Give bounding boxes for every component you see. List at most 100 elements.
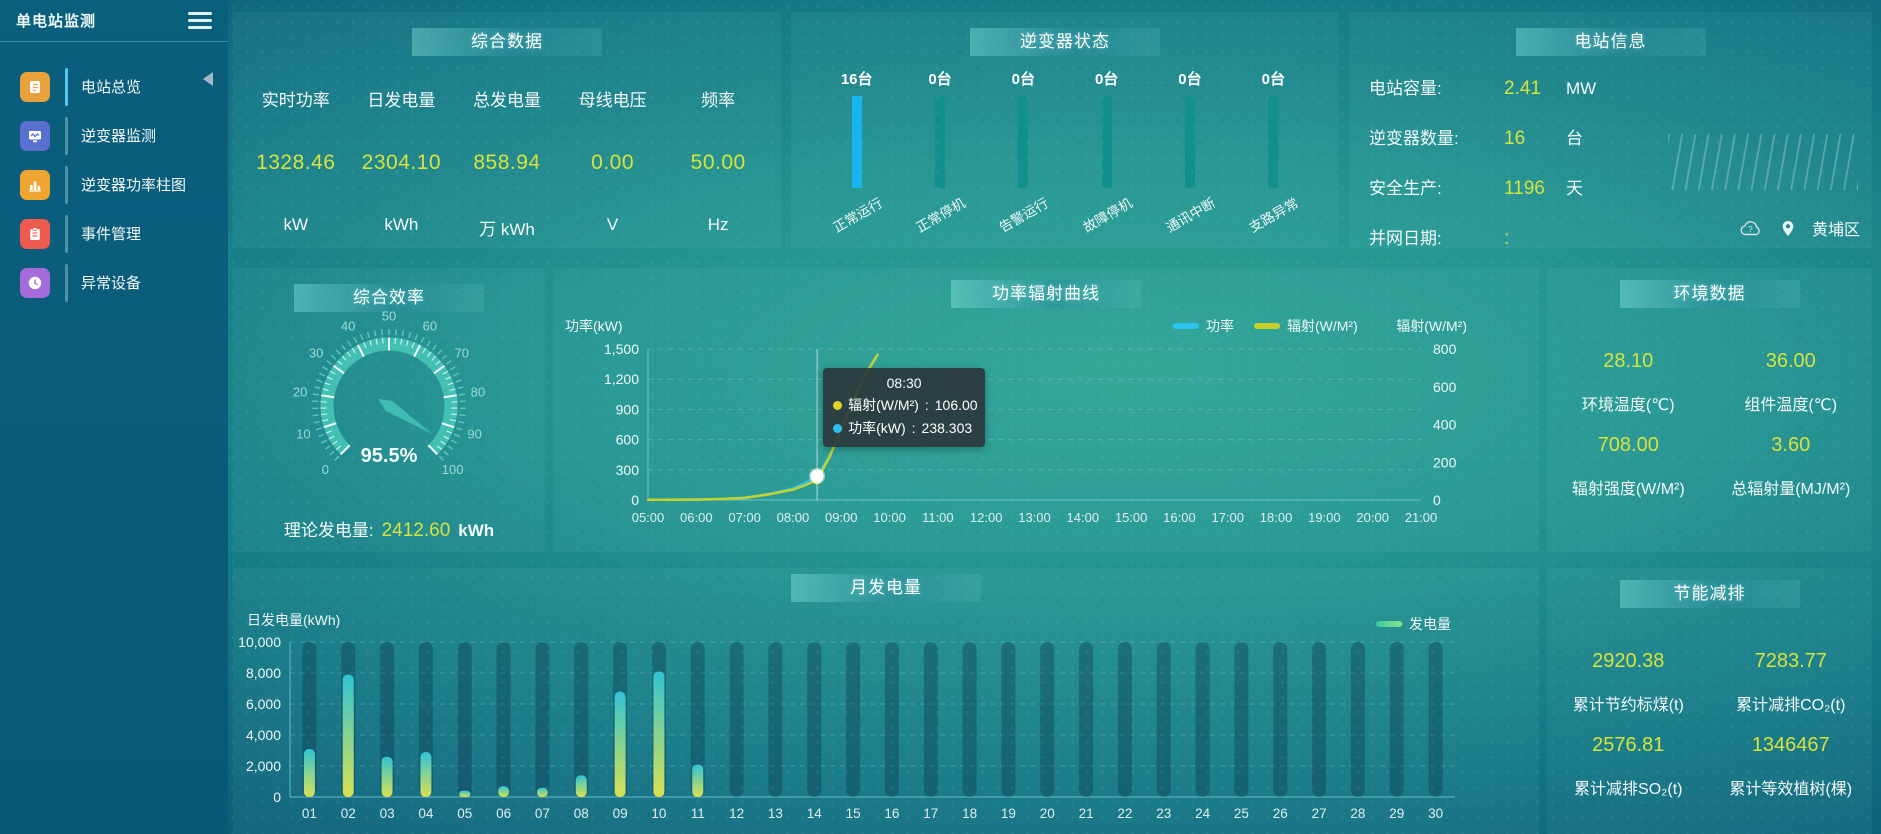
status-count: 0台 [928,71,952,88]
metric-label: 频率 [701,91,736,110]
sidebar-item-2[interactable]: 逆变器监测 [0,111,228,160]
status-count: 0台 [1178,71,1202,88]
stat-cell: 708.00 辐射强度(W/M²) [1547,412,1710,498]
tooltip-row: 功率(kW): 238.303 [833,418,975,438]
status-count: 16台 [840,71,873,88]
sidebar-item-1[interactable]: 电站总览 [0,62,228,111]
bar-chart-legend[interactable]: 发电量 [1376,614,1451,634]
gauge-value: 95.5% [361,445,418,467]
info-unit: 天 [1566,179,1583,198]
collapse-sidebar-arrow[interactable] [203,72,213,86]
sidebar-item-4[interactable]: 事件管理 [0,209,228,258]
svg-text:30: 30 [1428,806,1443,821]
inverter-status-panel: 逆变器状态 16台 正常运行 0台 正常停机 0台 告警运行 0台 故障停机 0台 通讯中断 0台支… [791,12,1339,248]
status-bar [1018,96,1029,188]
svg-text:70: 70 [455,346,469,361]
svg-text:100: 100 [442,462,464,477]
legend-item-radiation[interactable]: 辐射(W/M²) [1254,316,1358,336]
radiation-legend-swatch [1254,323,1280,329]
svg-text:28: 28 [1350,806,1365,821]
theoretical-generation-value: 2412.60 [381,520,451,541]
stat-label: 累计节约标煤(t) [1572,697,1684,714]
info-unit: MW [1566,79,1597,98]
sidebar-item-3[interactable]: 逆变器功率柱图 [0,160,228,209]
info-label: 逆变器数量: [1369,129,1459,148]
svg-text:50: 50 [382,309,396,324]
svg-text:200: 200 [1433,454,1457,470]
svg-text:27: 27 [1312,806,1327,821]
svg-text:19:00: 19:00 [1308,510,1341,525]
bar-axis-name: 日发电量(kWh) [247,612,341,628]
inverter-status-2: 0台正常停机 [898,68,981,235]
station-district: 黄埔区 [1811,222,1860,239]
inverter-status-1: 16台 正常运行 [815,68,898,235]
weather-icon[interactable]: ? [1738,218,1764,238]
stat-value: 3.60 [1771,434,1811,456]
svg-text:23: 23 [1156,806,1171,821]
svg-text:10,000: 10,000 [238,634,281,650]
svg-text:06:00: 06:00 [680,510,713,525]
inverter-status-6: 0台 支路异常 [1232,68,1315,235]
inverter-power-bar-icon [20,169,50,200]
inverter-status-3: 0台 告警运行 [982,68,1065,235]
theoretical-generation-unit: kWh [458,521,495,540]
status-label: 通讯中断 [1163,195,1218,236]
svg-text:10: 10 [651,806,666,821]
svg-text:?: ? [1748,225,1753,234]
sidebar-item-5[interactable]: 异常设备 [0,258,228,307]
svg-text:80: 80 [471,384,485,399]
svg-text:26: 26 [1273,806,1288,821]
inverter-monitor-icon [20,120,50,151]
stat-cell: 3.60 总辐射量(MJ/M²) [1710,412,1873,498]
svg-text:07: 07 [535,806,550,821]
status-label: 告警运行 [996,195,1052,236]
stat-label: 累计减排SO₂(t) [1574,781,1683,798]
svg-text:12: 12 [729,806,744,821]
svg-text:12:00: 12:00 [970,510,1003,525]
info-label: 安全生产: [1369,179,1442,198]
environment-title: 环境数据 [1619,280,1800,308]
sidebar-item-label: 事件管理 [81,226,142,243]
svg-text:08: 08 [574,806,589,821]
status-count: 0台 [1261,71,1285,88]
svg-text:24: 24 [1195,806,1211,821]
metric-value: 2304.10 [361,151,442,174]
svg-text:07:00: 07:00 [728,510,761,525]
metric-value: 858.94 [473,151,541,174]
svg-text:21: 21 [1079,806,1094,821]
stat-value: 28.10 [1603,350,1654,372]
svg-text:13:00: 13:00 [1018,510,1051,525]
status-label: 故障停机 [1080,195,1135,236]
power-radiation-panel: 功率辐射曲线 功率(kW) 辐射(W/M²) 功率 辐射(W/M²) 1,500… [553,268,1539,552]
location-pin-icon[interactable] [1780,220,1796,237]
summary-panel: 综合数据 实时功率 1328.46 kW 日发电量 2304.10 kWh 总发电量 858.… [233,12,781,248]
metric-label: 总发电量 [472,91,541,110]
station-info-title: 电站信息 [1515,28,1706,56]
stat-label: 累计减排CO₂(t) [1736,697,1846,714]
metric-unit: kW [283,215,309,234]
svg-text:05: 05 [457,806,472,821]
svg-text:800: 800 [1433,341,1457,357]
status-bar [1101,96,1112,188]
stat-cell: 2576.81 累计减排SO₂(t) [1547,712,1710,798]
menu-toggle-icon[interactable] [188,12,212,29]
efficiency-title: 综合效率 [294,284,484,312]
monthly-generation-panel: 月发电量 日发电量(kWh) 发电量 10,000 8,000 6,000 4,000… [233,568,1539,834]
svg-text:14: 14 [807,806,823,821]
generation-legend-swatch [1376,621,1402,627]
stat-cell: 7283.77 累计减排CO₂(t) [1710,628,1873,714]
legend-item-power[interactable]: 功率 [1173,316,1234,336]
sidebar-item-label: 逆变器监测 [81,128,157,145]
abnormal-device-icon [20,267,50,298]
station-info-row-1: 电站容量: 2.41 MW [1369,74,1659,124]
stat-value: 2576.81 [1592,734,1665,756]
svg-text:19: 19 [1001,806,1016,821]
svg-text:08:00: 08:00 [777,510,810,525]
svg-text:40: 40 [341,318,355,333]
svg-text:03: 03 [380,806,395,821]
svg-text:20:00: 20:00 [1356,510,1389,525]
status-label: 正常停机 [913,195,968,236]
svg-text:0: 0 [1433,492,1441,508]
metric-1: 实时功率 1328.46 kW [243,74,349,240]
sidebar-item-indicator [65,214,68,253]
